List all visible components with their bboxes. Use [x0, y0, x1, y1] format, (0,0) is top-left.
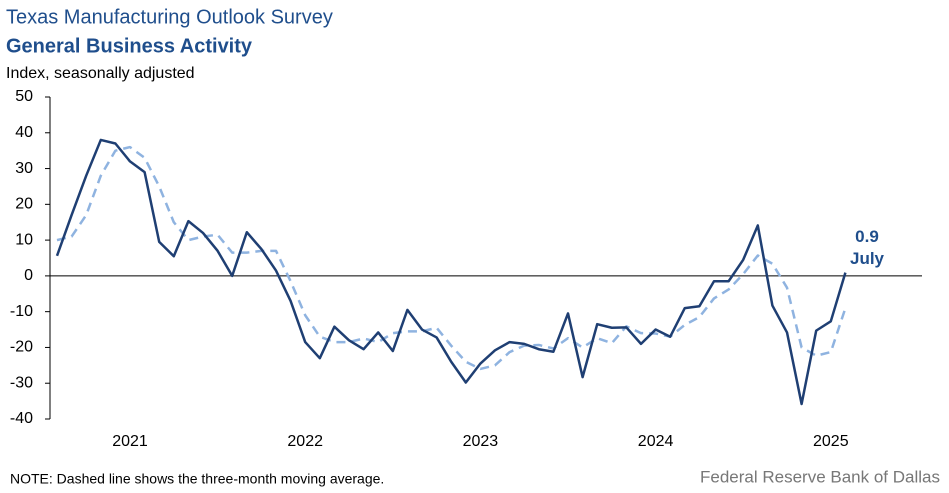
x-tick-label: 2025: [813, 433, 849, 450]
y-tick-label: 50: [15, 88, 33, 105]
y-tick-label: -40: [10, 410, 33, 427]
y-tick-label: -30: [10, 374, 33, 391]
y-tick-label: 30: [15, 160, 33, 177]
x-tick-label: 2022: [287, 433, 323, 450]
y-tick-label: -10: [10, 303, 33, 320]
x-tick-label: 2023: [463, 433, 499, 450]
series-line: [56, 145, 847, 371]
y-axis-label: Index, seasonally adjusted: [6, 65, 195, 82]
annotation: 0.9: [855, 227, 879, 246]
y-tick-label: 20: [15, 196, 33, 213]
x-tick-label: 2024: [638, 433, 674, 450]
chart-subtitle: General Business Activity: [6, 35, 253, 57]
note: NOTE: Dashed line shows the three-month …: [10, 471, 384, 487]
annotation: July: [850, 249, 885, 268]
series-line: [55, 138, 847, 406]
x-tick-label: 2021: [112, 433, 148, 450]
source: Federal Reserve Bank of Dallas: [700, 467, 940, 486]
y-tick-label: 40: [15, 124, 33, 141]
chart-title: Texas Manufacturing Outlook Survey: [6, 6, 333, 28]
y-tick-label: 10: [15, 231, 33, 248]
y-tick-label: 0: [24, 267, 33, 284]
y-tick-label: -20: [10, 339, 33, 356]
